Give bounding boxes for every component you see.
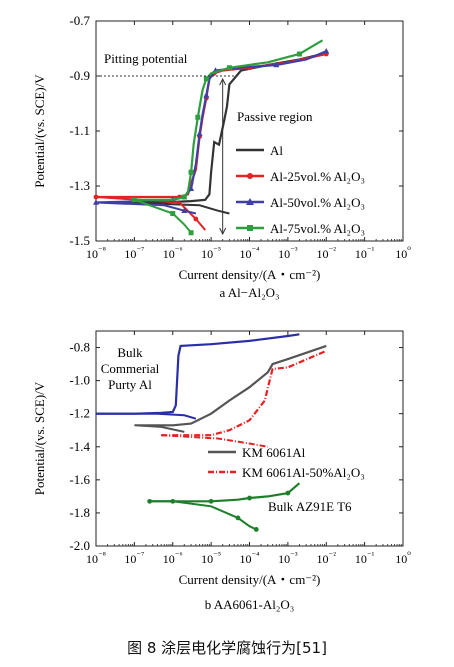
arrow-head-down [219,227,227,236]
data-point [226,65,232,71]
chart-panel-a: 10⁻⁸ 10⁻⁷ 10⁻⁶ 10⁻⁵ 10⁻⁴ 10⁻³ 10⁻² 10⁻¹ 10⁰-1.5-… [32,13,411,300]
series-1 [96,333,300,420]
arrow-head-up [219,77,227,86]
panel-label: a Al−Al₂O₃ [219,285,279,300]
legend-label: KM 6061Al [242,445,306,460]
data-point [193,216,199,222]
data-point [285,490,291,496]
x-tick-label: 10⁻¹ [355,550,375,566]
data-point [170,498,176,504]
data-point [131,197,137,203]
legend-label: Al-50vol.% Al₂O₃ [270,195,365,210]
legend-marker [246,198,254,205]
series-line [161,349,327,437]
x-tick-label: 10⁻⁴ [240,245,260,261]
data-point [93,194,99,200]
x-tick-label: 10⁻⁷ [124,550,144,566]
data-point [170,211,176,216]
chart-panel-b: 10⁻⁸ 10⁻⁷ 10⁻⁶ 10⁻⁵ 10⁻⁴ 10⁻³ 10⁻² 10⁻¹ 10⁰-0.8-… [32,330,411,612]
y-tick-label: -1.1 [69,123,90,138]
series-4 [131,39,324,236]
y-tick-label: -2.0 [69,538,90,553]
legend-label: Al [270,143,283,158]
data-point [273,61,280,68]
data-point [235,515,241,521]
y-axis-label: Potential/(vs. SCE)/V [32,74,47,188]
series-cathodic-branch [96,412,197,420]
y-tick-label: -0.8 [69,340,90,355]
series-line [145,344,327,427]
data-point [181,207,188,213]
data-point [93,199,99,205]
x-tick-label: 10⁻⁶ [163,245,183,261]
data-point [208,498,214,504]
x-tick-label: 10⁻⁴ [240,550,260,566]
y-tick-label: -1.0 [69,373,90,388]
x-tick-label: 10⁻⁶ [163,550,183,566]
series-cathodic-branch [134,198,192,234]
series-3 [161,349,327,448]
data-point [188,169,194,175]
data-point [188,185,195,191]
series-cathodic-branch [122,201,230,215]
data-point [296,51,302,57]
annotation-text: Commerial [101,361,160,376]
x-tick-label: 10⁰ [395,550,411,566]
series-cathodic-branch [95,201,197,215]
data-point [253,527,259,532]
legend-marker [247,173,253,179]
annotation-text: Purty Al [108,377,152,392]
data-point [323,48,330,54]
y-tick-label: -0.7 [69,13,90,28]
data-point [195,114,201,120]
data-point [203,76,209,82]
y-tick-label: -1.4 [69,439,90,454]
data-point [188,230,194,236]
legend-label: Al-25vol.% Al₂O₃ [270,169,365,184]
annotation-text: Pitting potential [104,51,188,66]
y-tick-label: -1.6 [69,472,90,487]
y-axis-label: Potential/(vs. SCE)/V [32,381,47,495]
legend-label: KM 6061Al-50%Al₂O₃ [242,465,365,480]
data-point [196,130,203,136]
data-point [203,92,210,98]
series-4 [147,482,301,532]
legend-label: Al-75vol.% Al₂O₃ [270,221,365,236]
y-tick-label: -0.9 [69,68,90,83]
data-point [181,194,187,200]
legend: Al Al-25vol.% Al₂O₃ Al-50vol.% Al₂O₃ Al-75v… [236,143,365,236]
legend: KM 6061Al KM 6061Al-50%Al₂O₃ [208,445,365,480]
series-cathodic-branch [149,500,257,531]
annotation-text: Bulk [117,345,143,360]
x-tick-label: 10⁻⁵ [201,550,221,566]
x-tick-label: 10⁻³ [278,550,298,566]
x-tick-label: 10⁰ [395,245,411,261]
data-point [247,495,252,501]
x-tick-label: 10⁻⁵ [201,245,221,261]
annotation-text: Passive region [237,109,313,124]
x-tick-label: 10⁻² [317,245,337,261]
x-tick-label: 10⁻⁷ [124,245,144,261]
legend-marker [247,225,253,231]
x-tick-label: 10⁻¹ [355,245,375,261]
x-axis-label: Current density/(A・cm⁻²) [179,572,321,587]
y-tick-label: -1.8 [69,505,90,520]
y-tick-label: -1.3 [69,178,90,193]
x-tick-label: 10⁻³ [278,245,298,261]
y-tick-label: -1.2 [69,406,90,421]
x-tick-label: 10⁻² [317,550,337,566]
series-cathodic-branch [134,424,185,433]
panel-label: b AA6061-Al₂O₃ [205,597,295,612]
annotation-text: Bulk AZ91E T6 [268,499,352,514]
series-2 [134,344,327,433]
figure-caption: 图 8 涂层电化学腐蚀行为[51] [127,639,327,657]
y-tick-label: -1.5 [69,233,90,248]
data-point [147,498,153,504]
x-axis-label: Current density/(A・cm⁻²) [179,267,321,282]
